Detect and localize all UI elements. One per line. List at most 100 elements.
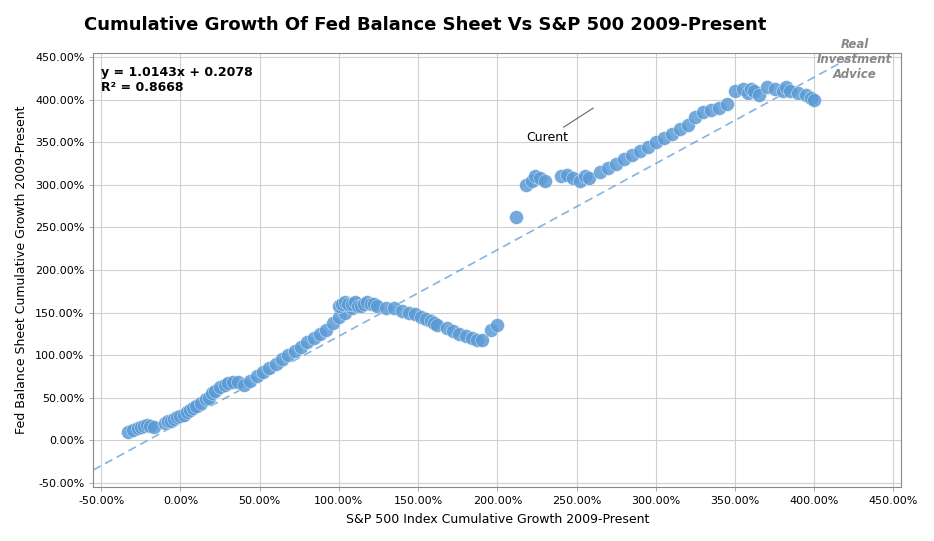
Point [418,315,433,324]
Point [430,321,445,329]
Point [173,412,188,421]
Point [325,319,340,327]
Point [807,95,822,104]
Point [518,181,533,189]
Point [332,301,347,310]
Text: Curent: Curent [526,108,593,144]
Point [350,300,365,308]
X-axis label: S&P 500 Index Cumulative Growth 2009-Present: S&P 500 Index Cumulative Growth 2009-Pre… [346,513,649,526]
Point [177,410,191,419]
Point [735,85,750,94]
Point [262,364,276,372]
Point [573,176,587,185]
Point [293,342,308,351]
Point [532,174,547,182]
Point [313,329,328,338]
Point [208,386,223,395]
Point [243,377,258,385]
Point [688,113,703,121]
Point [140,420,155,429]
Point [402,308,417,317]
Point [163,416,178,425]
Point [202,393,217,402]
Point [395,307,410,315]
Point [370,301,385,310]
Point [593,168,608,176]
Point [704,105,719,114]
Point [134,423,149,431]
Point [459,332,474,341]
Point [601,163,616,172]
Point [338,308,353,317]
Point [344,300,359,308]
Point [338,298,353,307]
Point [791,89,806,97]
Point [427,319,442,327]
Point [775,87,790,96]
Text: y = 1.0143x + 0.2078
R² = 0.8668: y = 1.0143x + 0.2078 R² = 0.8668 [102,66,253,94]
Point [354,301,369,310]
Point [268,359,283,368]
Text: Real
Investment
Advice: Real Investment Advice [817,38,892,81]
Point [230,378,245,387]
Point [759,83,774,91]
Point [577,172,592,181]
Y-axis label: Fed Balance Sheet Cumulative Growth 2009-Present: Fed Balance Sheet Cumulative Growth 2009… [15,105,28,434]
Point [205,389,219,398]
Point [641,142,656,151]
Point [220,379,235,387]
Point [275,355,290,364]
Point [363,300,378,308]
Point [350,301,365,310]
Point [182,406,197,415]
Point [778,83,793,91]
Point [125,426,140,434]
Point [157,419,172,427]
Point [198,395,213,404]
Point [161,417,176,426]
Point [306,334,321,342]
Point [672,125,687,134]
Point [357,300,372,308]
Point [179,408,194,417]
Point [712,104,727,113]
Point [218,380,233,389]
Point [407,310,422,319]
Point [143,421,158,430]
Point [136,421,151,430]
Point [566,174,581,182]
Point [170,413,185,421]
Point [728,87,743,96]
Point [344,304,359,313]
Point [582,174,597,182]
Point [347,298,362,307]
Point [236,380,251,389]
Point [528,172,543,181]
Point [553,172,568,181]
Text: Cumulative Growth Of Fed Balance Sheet Vs S&P 500 2009-Present: Cumulative Growth Of Fed Balance Sheet V… [84,16,767,34]
Point [743,85,758,94]
Point [166,414,181,423]
Point [300,338,315,347]
Point [664,129,679,138]
Point [439,324,454,332]
Point [525,176,540,185]
Point [490,321,505,329]
Point [213,383,228,392]
Point [193,398,208,407]
Point [387,304,402,313]
Point [225,378,240,387]
Point [509,213,524,221]
Point [341,300,356,308]
Point [189,402,204,411]
Point [680,121,695,129]
Point [474,335,489,344]
Point [446,327,460,335]
Point [255,368,270,377]
Point [720,100,735,108]
Point [767,85,782,94]
Point [696,108,711,117]
Point [414,313,429,321]
Point [751,91,766,100]
Point [452,329,467,338]
